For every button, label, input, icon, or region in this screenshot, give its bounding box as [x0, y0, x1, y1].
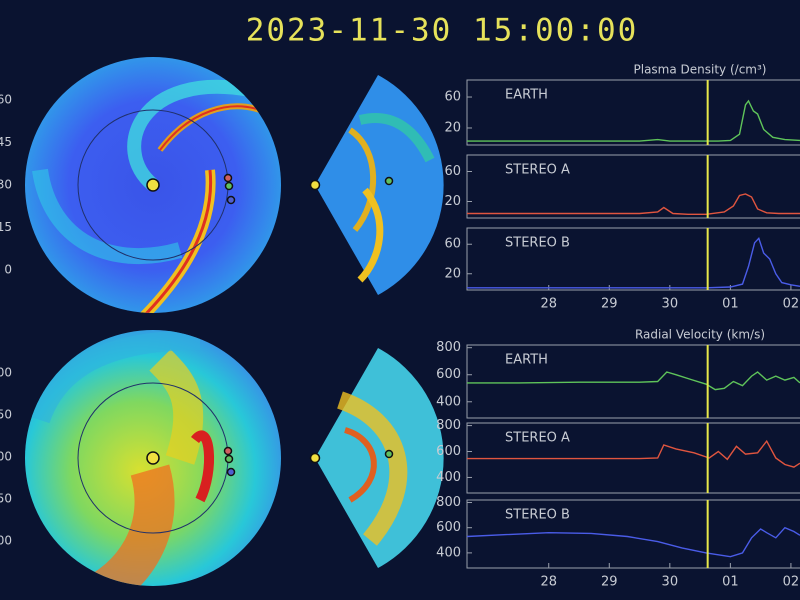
velocity-disk — [25, 330, 444, 586]
y-tick-label: 400 — [436, 394, 461, 409]
series-name: STEREO A — [505, 163, 570, 178]
y-tick-label: 800 — [436, 418, 461, 433]
x-tick-label: 29 — [601, 297, 618, 312]
colorbar-label: 0 — [4, 263, 12, 277]
panel-title: Plasma Density (/cm³) — [634, 63, 767, 77]
colorbar-label: 250 — [0, 408, 12, 422]
panel-frame — [466, 154, 800, 219]
y-tick-label: 400 — [436, 470, 461, 485]
series-line — [467, 193, 800, 215]
panel-frame — [466, 79, 800, 146]
y-tick-label: 600 — [436, 444, 461, 459]
colorbar-label: 550 — [0, 492, 12, 506]
panel-frame — [466, 499, 800, 569]
colorbar-label: 200 — [0, 534, 12, 548]
y-tick-label: 800 — [436, 495, 461, 510]
x-tick-label: 30 — [662, 297, 679, 312]
y-tick-label: 20 — [444, 120, 461, 135]
colorbar-label: 15 — [0, 220, 12, 234]
series-name: STEREO A — [505, 431, 570, 446]
colorbar-label: 600 — [0, 366, 12, 380]
series-name: EARTH — [505, 88, 548, 103]
y-tick-label: 60 — [444, 90, 461, 105]
series-line — [466, 526, 800, 558]
series-line — [467, 371, 800, 391]
x-tick-label: 28 — [540, 575, 557, 590]
series-line — [467, 439, 800, 468]
series-name: STEREO B — [505, 236, 570, 251]
panel-frame — [466, 227, 800, 291]
x-tick-label: 01 — [722, 297, 739, 312]
colorbar-label: 30 — [0, 178, 12, 192]
planets — [146, 173, 394, 477]
timestamp: 2023-11-30 15:00:00 — [246, 13, 639, 49]
y-tick-label: 400 — [436, 545, 461, 560]
series-line — [467, 236, 800, 289]
panel-frame — [466, 344, 800, 419]
y-tick-label: 600 — [436, 520, 461, 535]
y-tick-label: 600 — [436, 367, 461, 382]
density-disk — [25, 57, 444, 313]
x-tick-label: 02 — [783, 575, 800, 590]
series-name: EARTH — [505, 353, 548, 368]
x-tick-label: 02 — [783, 297, 800, 312]
x-tick-label: 28 — [540, 297, 557, 312]
y-tick-label: 60 — [444, 164, 461, 179]
colorbar-label: 900 — [0, 450, 12, 464]
panel-title: Radial Velocity (km/s) — [635, 328, 765, 342]
y-tick-label: 60 — [444, 237, 461, 252]
y-tick-label: 800 — [436, 340, 461, 355]
colorbar-label: 60 — [0, 93, 12, 107]
colorbar-label: 45 — [0, 135, 12, 149]
x-tick-label: 01 — [722, 575, 739, 590]
y-tick-label: 20 — [444, 266, 461, 281]
x-tick-label: 30 — [662, 575, 679, 590]
series-name: STEREO B — [505, 508, 570, 523]
series-line — [467, 99, 800, 142]
y-tick-label: 20 — [444, 194, 461, 209]
x-tick-label: 29 — [601, 575, 618, 590]
